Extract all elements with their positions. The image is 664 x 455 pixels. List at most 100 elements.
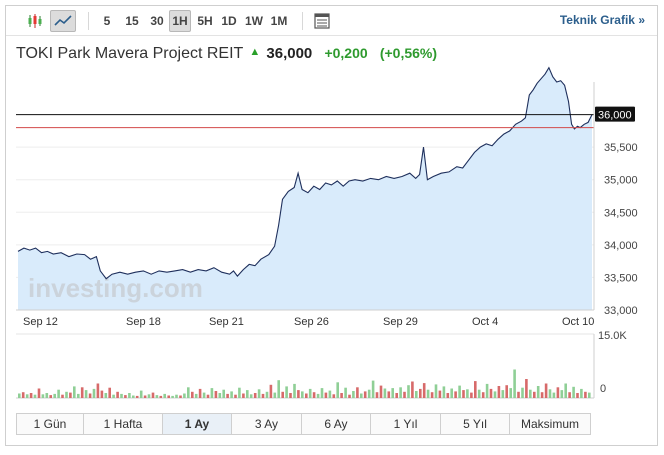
- range-tab-5-years[interactable]: 5 Yıl: [441, 414, 510, 434]
- volume-bar: [246, 390, 249, 398]
- interval-1d[interactable]: 1D: [221, 14, 237, 28]
- range-tabs: 1 Gün 1 Hafta 1 Ay 3 Ay 6 Ay 1 Yıl 5 Yıl…: [16, 413, 591, 435]
- volume-bar: [37, 388, 41, 398]
- volume-bar: [179, 395, 182, 398]
- volume-bar: [135, 395, 139, 398]
- interval-30[interactable]: 30: [150, 14, 164, 28]
- volume-bar: [540, 392, 544, 398]
- volume-bar: [120, 393, 123, 398]
- interval-1m[interactable]: 1M: [270, 14, 288, 28]
- price-change: +0,200: [324, 45, 368, 61]
- volume-bar: [363, 391, 367, 398]
- volume-bar: [442, 386, 446, 398]
- range-tab-1-week[interactable]: 1 Hafta: [84, 414, 163, 434]
- volume-bar: [171, 395, 174, 398]
- volume-bar: [234, 394, 237, 398]
- volume-bar: [568, 392, 571, 398]
- volume-bar: [474, 381, 477, 398]
- chart-widget: 5 15 30 1H 5H 1D 1W 1M Teknik Grafik » T…: [5, 5, 658, 446]
- volume-bar: [438, 390, 442, 398]
- volume-bar: [242, 393, 245, 398]
- chart-toolbar: 5 15 30 1H 5H 1D 1W 1M Teknik Grafik »: [6, 6, 657, 36]
- toolbar-separator: [302, 12, 303, 30]
- volume-bar: [411, 381, 414, 398]
- volume-bar: [344, 387, 347, 398]
- date-label: Oct 4: [472, 316, 498, 328]
- date-label: Sep 21: [209, 316, 244, 328]
- interval-15[interactable]: 15: [125, 14, 139, 28]
- interval-5[interactable]: 5: [103, 14, 111, 28]
- range-tab-1-day[interactable]: 1 Gün: [17, 414, 84, 434]
- interval-5h[interactable]: 5H: [197, 14, 213, 28]
- volume-bar: [261, 393, 265, 398]
- volume-bar: [529, 389, 532, 398]
- volume-bar: [481, 392, 485, 398]
- volume-bar: [61, 394, 64, 398]
- volume-bar: [383, 388, 387, 398]
- current-price-tag: 36,000: [595, 106, 635, 122]
- price-tick-label: 35,000: [604, 175, 638, 187]
- volume-bar: [202, 392, 206, 398]
- volume-bar: [80, 387, 84, 398]
- volume-bar: [560, 390, 564, 398]
- volume-bar: [198, 388, 202, 398]
- date-label: Sep 12: [23, 316, 58, 328]
- volume-bar: [139, 390, 143, 398]
- volume-bar: [360, 393, 363, 398]
- interval-1h[interactable]: 1H: [169, 10, 191, 32]
- date-label: Sep 26: [294, 316, 329, 328]
- price-tick-label: 33,500: [604, 272, 638, 284]
- volume-bar: [580, 388, 583, 398]
- volume-bar: [533, 391, 536, 398]
- volume-bar: [116, 391, 119, 398]
- date-label: Oct 10: [562, 316, 594, 328]
- volume-bar: [556, 387, 560, 398]
- range-tab-1-month[interactable]: 1 Ay: [163, 414, 232, 434]
- volume-bar: [21, 392, 25, 398]
- volume-bar: [163, 393, 166, 398]
- volume-bar: [588, 392, 591, 398]
- range-tab-3-months[interactable]: 3 Ay: [232, 414, 302, 434]
- volume-bar: [155, 395, 159, 398]
- volume-bar: [352, 391, 355, 398]
- volume-bar: [206, 394, 210, 398]
- volume-bar: [222, 389, 225, 398]
- svg-text:36,000: 36,000: [598, 110, 632, 122]
- interval-1w[interactable]: 1W: [245, 14, 263, 28]
- volume-bar: [576, 393, 579, 398]
- volume-bar: [108, 387, 111, 398]
- volume-bar: [552, 392, 556, 398]
- range-tab-max[interactable]: Maksimum: [510, 414, 590, 434]
- line-chart-icon: [54, 15, 72, 26]
- area-chart-button[interactable]: [50, 10, 76, 32]
- volume-bar: [257, 389, 261, 398]
- volume-bar: [564, 383, 567, 398]
- candlestick-chart-button[interactable]: [24, 10, 46, 32]
- range-tab-1-year[interactable]: 1 Yıl: [371, 414, 441, 434]
- volume-bar: [470, 392, 473, 398]
- price-change-percent: (+0,56%): [379, 45, 438, 61]
- range-tab-6-months[interactable]: 6 Ay: [302, 414, 371, 434]
- volume-bar: [77, 393, 80, 398]
- volume-bar: [419, 388, 422, 398]
- toolbar-separator: [88, 12, 89, 30]
- volume-bar: [548, 389, 552, 398]
- volume-bar: [194, 393, 198, 398]
- volume-bar: [33, 394, 37, 398]
- volume-bar: [497, 386, 501, 398]
- volume-bar: [84, 390, 88, 398]
- volume-bar: [493, 391, 497, 398]
- instrument-header: TOKI Park Mavera Project REIT ▲ 36,000 +0…: [16, 45, 437, 65]
- volume-bar: [18, 393, 21, 398]
- table-view-button[interactable]: [310, 10, 334, 32]
- volume-bar: [100, 390, 104, 398]
- volume-bar: [132, 395, 135, 398]
- volume-bar: [88, 393, 92, 398]
- price-chart[interactable]: investing.com 35,500 35,000 34,500 34,000 33…: [6, 6, 657, 445]
- volume-bar: [407, 385, 410, 398]
- volume-bar: [340, 393, 343, 398]
- technical-chart-link[interactable]: Teknik Grafik »: [559, 13, 645, 27]
- volume-bar: [289, 393, 292, 398]
- volume-bars: [18, 369, 591, 398]
- volume-bar: [391, 388, 394, 398]
